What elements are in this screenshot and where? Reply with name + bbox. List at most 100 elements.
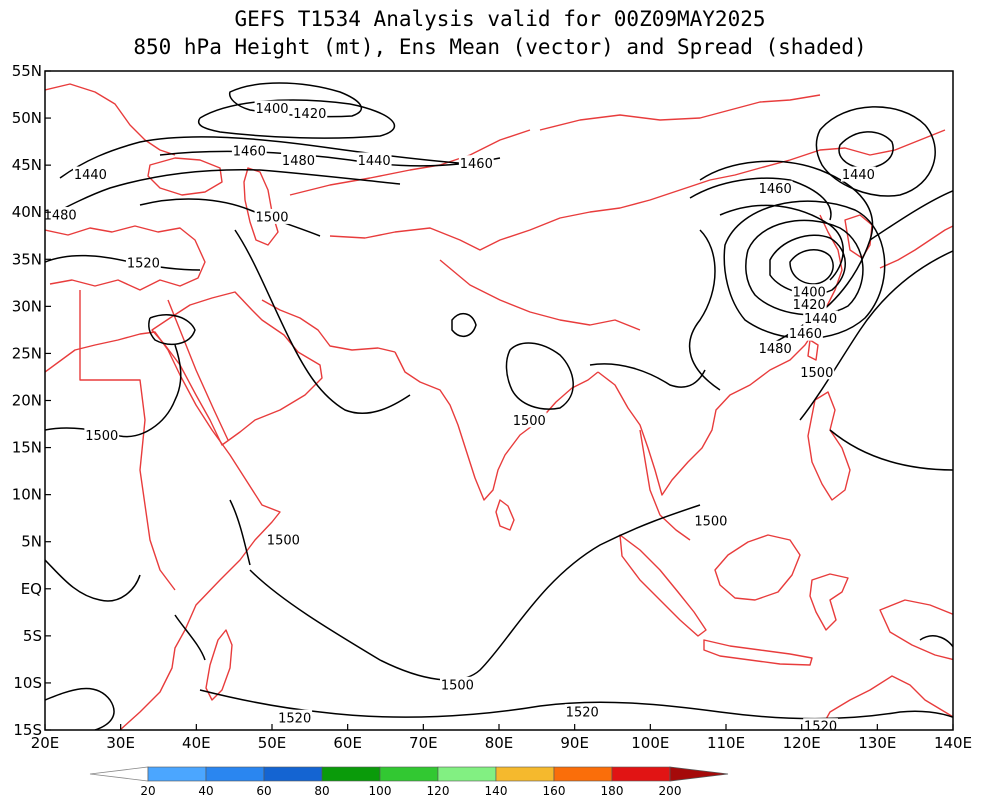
lon-label: 40E xyxy=(182,734,211,752)
colorbar-tick-label: 40 xyxy=(198,784,213,798)
contour-label: 1500 xyxy=(267,533,300,548)
contour-1400-north xyxy=(228,82,363,118)
contour-1440-low xyxy=(745,219,864,316)
lat-label: 30N xyxy=(12,297,42,315)
lon-label: 60E xyxy=(333,734,362,752)
colorbar-low-arrow xyxy=(89,766,149,782)
coast-black-sea xyxy=(147,157,223,196)
contour-label-bg xyxy=(281,152,316,168)
lat-label: 5N xyxy=(21,533,42,551)
contour-label: 1520 xyxy=(127,257,160,272)
lon-label: 110E xyxy=(707,734,745,752)
colorbar-swatch xyxy=(263,766,323,782)
border-asia-south xyxy=(329,129,946,251)
contour-1500-south-africa xyxy=(174,614,206,661)
contour-1500-north xyxy=(139,198,321,237)
lat-label: 15N xyxy=(12,439,42,457)
contour-label: 1520 xyxy=(278,711,311,726)
coast-se-asia xyxy=(597,329,816,496)
contour-label-bg xyxy=(757,340,793,356)
contour-label: 1460 xyxy=(233,145,266,160)
lat-label: 25N xyxy=(12,344,42,362)
contour-label-bg xyxy=(254,100,290,116)
lat-label: 40N xyxy=(12,203,42,221)
colorbar-tick-label: 160 xyxy=(543,784,566,798)
coast-korea xyxy=(844,214,873,259)
contour-1480-north xyxy=(45,168,401,219)
contour-1500-east-asia xyxy=(689,229,721,391)
colorbar-tick-label: 100 xyxy=(369,784,392,798)
lon-label: 140E xyxy=(934,734,972,752)
contour-label: 1420 xyxy=(793,298,826,313)
lon-label: 20E xyxy=(31,734,60,752)
lat-label: 20N xyxy=(12,392,42,410)
contour-label: 1500 xyxy=(255,210,288,225)
contour-1500-east-africa xyxy=(229,499,251,566)
colorbar-swatch xyxy=(379,766,439,782)
contour-label-bg xyxy=(841,166,876,182)
contour-1500-west-africa xyxy=(45,559,141,602)
contour-label-bg xyxy=(265,531,301,547)
contour-1460-low xyxy=(723,200,886,340)
contour-label: 1500 xyxy=(513,414,546,429)
latitude-axis: 55N 50N 45N 40N 35N 30N 25N 20N 15N 10N 5N EQ 5S 10S 1… xyxy=(12,62,51,739)
coast-sri-lanka xyxy=(495,499,515,531)
colorbar-tick-label: 140 xyxy=(485,784,508,798)
contour-label-bg xyxy=(757,180,793,196)
contour-1440-east-asia xyxy=(719,204,844,281)
contour-label-bg xyxy=(125,255,161,271)
contour-label: 1440 xyxy=(358,154,391,169)
contour-1520-southeast xyxy=(919,635,953,649)
coast-red-sea xyxy=(167,299,229,441)
coast-philippines xyxy=(807,391,851,501)
lat-label: 35N xyxy=(12,250,42,268)
contour-1420-north xyxy=(197,99,396,139)
contour-1500-india xyxy=(505,342,574,410)
contour-label-bg xyxy=(799,364,835,380)
coast-sulawesi xyxy=(809,573,849,631)
lon-label: 120E xyxy=(783,734,821,752)
coast-taiwan xyxy=(807,339,819,361)
contour-label-bg xyxy=(511,412,547,428)
contour-1520-arabia xyxy=(148,314,196,346)
contour-1480-pacific xyxy=(869,190,953,241)
contour-label-bg xyxy=(439,676,475,692)
contour-label-bg xyxy=(803,310,838,326)
contour-1500-pacific-east xyxy=(829,429,953,471)
contour-layer xyxy=(45,82,953,730)
border-africa-north xyxy=(79,290,176,591)
colorbar: 20 40 60 80 100 120 140 160 180 200 xyxy=(89,766,729,798)
coast-java xyxy=(703,639,813,666)
colorbar-swatch xyxy=(437,766,497,782)
contour-label: 1480 xyxy=(44,209,77,224)
lon-label: 80E xyxy=(485,734,514,752)
contour-1500-bengal xyxy=(589,363,706,388)
colorbar-tick-label: 80 xyxy=(314,784,329,798)
contour-label: 1440 xyxy=(804,312,837,327)
contour-label: 1460 xyxy=(759,182,792,197)
colorbar-tick-label: 20 xyxy=(140,784,155,798)
contour-1500-west xyxy=(45,344,182,438)
coast-africa xyxy=(45,331,281,730)
contour-1520-southwest xyxy=(45,687,115,730)
contour-label-bg xyxy=(84,427,120,443)
lon-label: 90E xyxy=(560,734,589,752)
colorbar-tick-label: 180 xyxy=(601,784,624,798)
coast-persian-gulf xyxy=(261,299,396,353)
border-himalaya xyxy=(439,259,641,331)
contour-label: 1520 xyxy=(804,720,837,735)
colorbar-swatch xyxy=(611,766,671,782)
contour-label-bg xyxy=(231,143,267,159)
contour-1460-north xyxy=(159,150,501,167)
lat-label: EQ xyxy=(21,580,42,598)
coast-sumatra xyxy=(619,534,707,637)
contour-label-bg xyxy=(791,284,827,300)
lon-label: 130E xyxy=(858,734,896,752)
lon-label: 100E xyxy=(631,734,669,752)
contour-label-bg xyxy=(791,296,827,312)
contour-label-bg xyxy=(693,513,729,529)
colorbar-swatch xyxy=(205,766,265,782)
colorbar-swatch xyxy=(321,766,381,782)
